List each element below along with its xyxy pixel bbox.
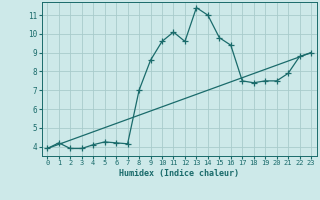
- X-axis label: Humidex (Indice chaleur): Humidex (Indice chaleur): [119, 169, 239, 178]
